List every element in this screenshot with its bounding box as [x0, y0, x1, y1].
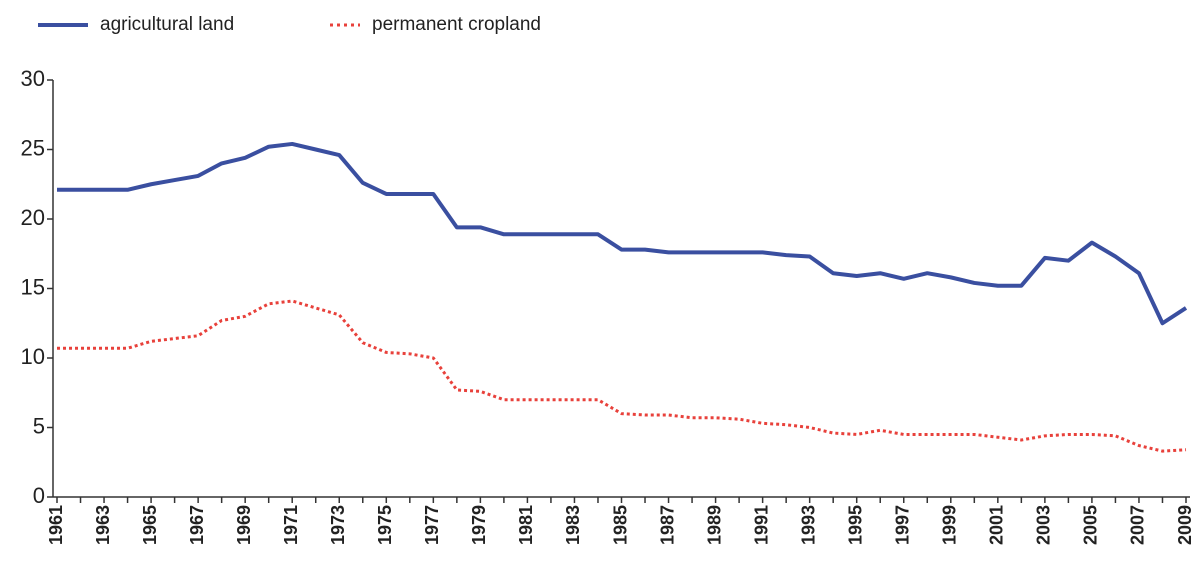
x-tick-label: 1973	[328, 505, 348, 545]
x-tick-label: 2005	[1081, 505, 1101, 545]
y-tick-label: 15	[21, 274, 45, 299]
x-tick-label: 1967	[187, 505, 207, 545]
x-tick-label: 1995	[845, 505, 865, 545]
x-tick-label: 2007	[1128, 505, 1148, 545]
x-tick-label: 1977	[422, 505, 442, 545]
legend-label: agricultural land	[100, 14, 234, 35]
x-tick-label: 1975	[375, 505, 395, 545]
x-tick-label: 1993	[798, 505, 818, 545]
legend-label: permanent cropland	[372, 14, 541, 35]
x-tick-label: 1983	[563, 505, 583, 545]
x-tick-label: 1963	[93, 505, 113, 545]
y-tick-label: 10	[21, 344, 45, 369]
x-tick-label: 2003	[1034, 505, 1054, 545]
x-tick-label: 1961	[46, 505, 66, 545]
x-tick-label: 1965	[140, 505, 160, 545]
y-tick-label: 30	[21, 66, 45, 91]
x-tick-label: 1991	[751, 505, 771, 545]
x-tick-label: 1987	[657, 505, 677, 545]
x-tick-label: 1971	[281, 505, 301, 545]
series-line	[57, 141, 1188, 326]
x-tick-label: 1969	[234, 505, 254, 545]
y-tick-label: 0	[33, 483, 45, 508]
x-tick-label: 1981	[516, 505, 536, 545]
y-tick-label: 20	[21, 205, 45, 230]
x-tick-label: 1997	[893, 505, 913, 545]
series-line	[57, 299, 1187, 453]
x-tick-label: 1999	[940, 505, 960, 545]
y-tick-label: 5	[33, 413, 45, 438]
x-tick-label: 2001	[987, 505, 1007, 545]
x-tick-label: 1989	[704, 505, 724, 545]
x-tick-label: 1985	[610, 505, 630, 545]
x-tick-label: 2009	[1175, 505, 1195, 545]
y-tick-label: 25	[21, 135, 45, 160]
x-tick-label: 1979	[469, 505, 489, 545]
